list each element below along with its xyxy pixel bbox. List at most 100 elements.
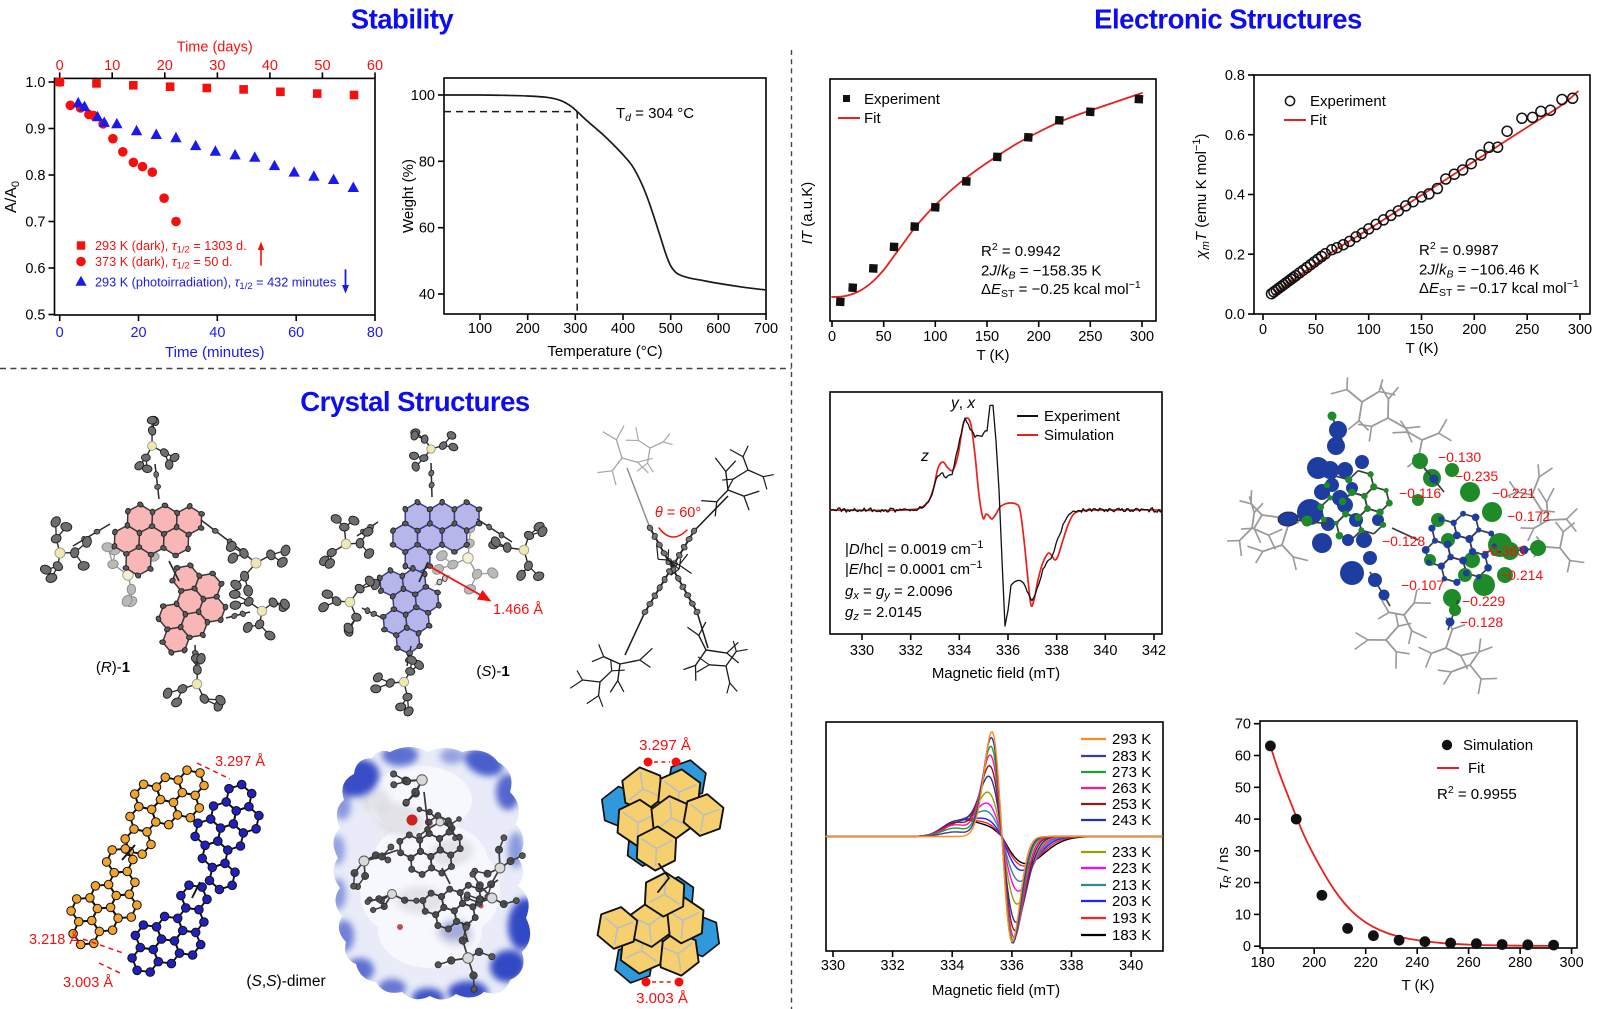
svg-text:Experiment: Experiment bbox=[1310, 93, 1387, 110]
svg-text:Td = 304 °C: Td = 304 °C bbox=[616, 105, 694, 124]
svg-text:340: 340 bbox=[1093, 643, 1117, 659]
svg-text:−0.363: −0.363 bbox=[1482, 543, 1525, 559]
svg-text:Simulation: Simulation bbox=[1463, 737, 1533, 754]
svg-text:Time (minutes): Time (minutes) bbox=[165, 344, 264, 361]
svg-text:180: 180 bbox=[1251, 955, 1275, 971]
svg-text:600: 600 bbox=[706, 321, 730, 337]
svg-text:τR / ns: τR / ns bbox=[1215, 847, 1234, 889]
svg-text:336: 336 bbox=[1000, 958, 1024, 974]
svg-text:30: 30 bbox=[209, 58, 225, 74]
svg-text:200: 200 bbox=[516, 321, 540, 337]
svg-text:300: 300 bbox=[1560, 955, 1584, 971]
svg-text:60: 60 bbox=[1235, 748, 1251, 764]
svg-text:−0.221: −0.221 bbox=[1492, 485, 1535, 501]
svg-text:3.218 Å: 3.218 Å bbox=[29, 931, 79, 948]
svg-text:−0.107: −0.107 bbox=[1401, 577, 1444, 593]
svg-text:0.6: 0.6 bbox=[1225, 128, 1245, 144]
svg-text:gz = 2.0145: gz = 2.0145 bbox=[845, 604, 922, 623]
svg-text:253 K: 253 K bbox=[1112, 796, 1151, 813]
svg-text:50: 50 bbox=[876, 329, 892, 345]
svg-text:40: 40 bbox=[262, 58, 278, 74]
svg-text:332: 332 bbox=[899, 643, 923, 659]
svg-text:338: 338 bbox=[1059, 958, 1083, 974]
svg-text:330: 330 bbox=[821, 958, 845, 974]
svg-text:293 K (dark), τ1/2 = 1303 d.: 293 K (dark), τ1/2 = 1303 d. bbox=[95, 239, 247, 256]
svg-text:223 K: 223 K bbox=[1112, 860, 1151, 877]
svg-text:Weight (%): Weight (%) bbox=[400, 159, 417, 233]
svg-text:213 K: 213 K bbox=[1112, 877, 1151, 894]
svg-text:20: 20 bbox=[130, 325, 146, 341]
svg-text:263 K: 263 K bbox=[1112, 780, 1151, 797]
svg-text:IT (a.u.K): IT (a.u.K) bbox=[799, 182, 816, 245]
svg-text:40: 40 bbox=[1235, 812, 1251, 828]
svg-text:203 K: 203 K bbox=[1112, 893, 1151, 910]
svg-text:500: 500 bbox=[659, 321, 683, 337]
svg-text:−0.235: −0.235 bbox=[1455, 468, 1498, 484]
svg-text:50: 50 bbox=[314, 58, 330, 74]
svg-text:200: 200 bbox=[1302, 955, 1326, 971]
svg-text:340: 340 bbox=[1119, 958, 1143, 974]
svg-text:40: 40 bbox=[419, 287, 435, 303]
svg-text:30: 30 bbox=[1235, 844, 1251, 860]
svg-text:Experiment: Experiment bbox=[864, 91, 941, 108]
svg-text:0.6: 0.6 bbox=[25, 261, 45, 277]
svg-text:240: 240 bbox=[1405, 955, 1429, 971]
svg-text:|E/hc| = 0.0001 cm−1: |E/hc| = 0.0001 cm−1 bbox=[845, 559, 983, 578]
svg-text:300: 300 bbox=[1130, 329, 1154, 345]
svg-text:233 K: 233 K bbox=[1112, 844, 1151, 861]
svg-text:220: 220 bbox=[1354, 955, 1378, 971]
svg-text:283 K: 283 K bbox=[1112, 748, 1151, 765]
svg-text:373 K (dark), τ1/2 = 50 d.: 373 K (dark), τ1/2 = 50 d. bbox=[95, 255, 233, 272]
svg-text:3.297 Å: 3.297 Å bbox=[215, 753, 265, 770]
svg-text:700: 700 bbox=[754, 321, 778, 337]
svg-text:0: 0 bbox=[828, 329, 836, 345]
svg-text:10: 10 bbox=[104, 58, 120, 74]
svg-text:R2 = 0.9942: R2 = 0.9942 bbox=[981, 241, 1061, 260]
svg-text:0.2: 0.2 bbox=[1225, 247, 1245, 263]
svg-text:338: 338 bbox=[1045, 643, 1069, 659]
svg-text:(R)-1: (R)-1 bbox=[96, 659, 130, 676]
svg-text:332: 332 bbox=[881, 958, 905, 974]
svg-text:Fit: Fit bbox=[864, 110, 881, 127]
svg-text:−0.214: −0.214 bbox=[1500, 567, 1543, 583]
svg-text:293 K: 293 K bbox=[1112, 731, 1151, 748]
svg-text:336: 336 bbox=[996, 643, 1020, 659]
svg-text:0.9: 0.9 bbox=[25, 122, 45, 138]
svg-text:60: 60 bbox=[288, 325, 304, 341]
svg-text:334: 334 bbox=[947, 643, 971, 659]
svg-text:1.0: 1.0 bbox=[25, 75, 45, 91]
svg-text:2J/kB = −106.46 K: 2J/kB = −106.46 K bbox=[1419, 262, 1539, 281]
svg-text:100: 100 bbox=[411, 88, 435, 104]
svg-text:3.003 Å: 3.003 Å bbox=[636, 990, 688, 1007]
svg-text:100: 100 bbox=[1357, 322, 1381, 338]
svg-text:280: 280 bbox=[1508, 955, 1532, 971]
svg-text:Crystal Structures: Crystal Structures bbox=[300, 386, 530, 417]
svg-text:−0.128: −0.128 bbox=[1382, 533, 1425, 549]
svg-text:273 K: 273 K bbox=[1112, 764, 1151, 781]
svg-text:150: 150 bbox=[975, 329, 999, 345]
svg-text:200: 200 bbox=[1462, 322, 1486, 338]
svg-text:|D/hc| = 0.0019 cm−1: |D/hc| = 0.0019 cm−1 bbox=[845, 539, 983, 558]
svg-text:0.7: 0.7 bbox=[25, 215, 45, 231]
svg-text:330: 330 bbox=[850, 643, 874, 659]
svg-text:0.8: 0.8 bbox=[1225, 68, 1245, 84]
svg-text:20: 20 bbox=[157, 58, 173, 74]
svg-text:Magnetic field (mT): Magnetic field (mT) bbox=[932, 982, 1060, 999]
svg-text:293 K (photoirradiation), τ1/2: 293 K (photoirradiation), τ1/2 = 432 min… bbox=[95, 276, 336, 293]
svg-text:250: 250 bbox=[1515, 322, 1539, 338]
svg-text:193 K: 193 K bbox=[1112, 910, 1151, 927]
svg-text:(S,S)-dimer: (S,S)-dimer bbox=[246, 973, 325, 990]
svg-text:342: 342 bbox=[1142, 643, 1166, 659]
svg-text:gx = gy = 2.0096: gx = gy = 2.0096 bbox=[845, 583, 953, 602]
svg-text:Magnetic field (mT): Magnetic field (mT) bbox=[932, 665, 1060, 682]
svg-text:50: 50 bbox=[1308, 322, 1324, 338]
svg-text:3.297 Å: 3.297 Å bbox=[639, 737, 691, 754]
svg-text:60: 60 bbox=[367, 58, 383, 74]
svg-text:10: 10 bbox=[1235, 907, 1251, 923]
svg-text:243 K: 243 K bbox=[1112, 812, 1151, 829]
svg-text:z: z bbox=[920, 448, 929, 465]
svg-text:θ = 60°: θ = 60° bbox=[655, 505, 701, 521]
svg-text:1.466 Å: 1.466 Å bbox=[493, 601, 543, 618]
svg-text:A/A0: A/A0 bbox=[3, 181, 22, 213]
svg-text:2J/kB = −158.35 K: 2J/kB = −158.35 K bbox=[981, 263, 1101, 282]
